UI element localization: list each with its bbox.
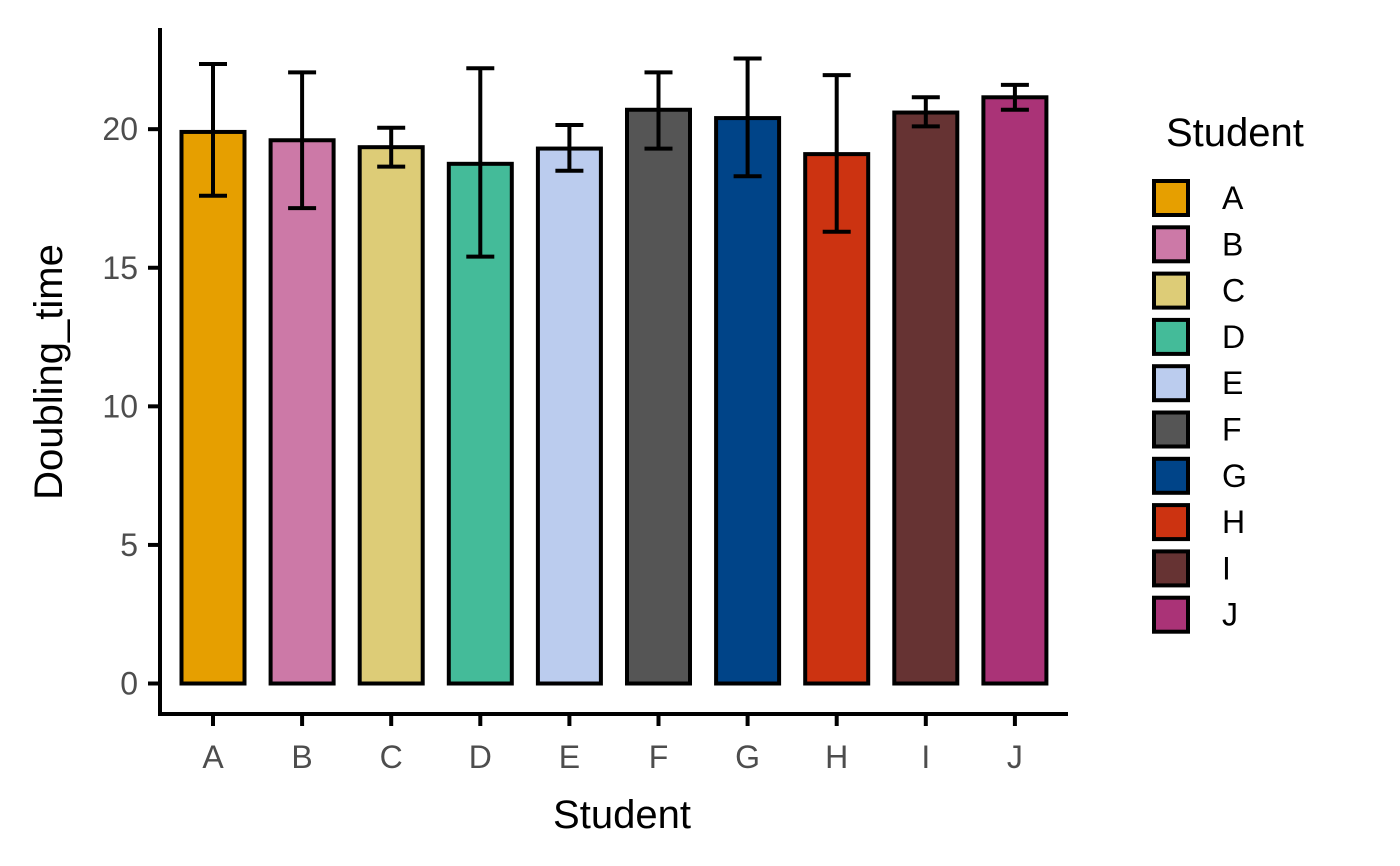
y-tick-label: 5 bbox=[120, 527, 138, 563]
legend-label: A bbox=[1222, 180, 1244, 216]
bar-A bbox=[179, 129, 247, 686]
legend-swatch bbox=[1152, 317, 1190, 356]
legend-label: J bbox=[1222, 597, 1238, 633]
bars bbox=[179, 95, 1049, 686]
x-tick-label: H bbox=[825, 739, 848, 775]
error-bar-A bbox=[199, 62, 227, 198]
legend-label: F bbox=[1222, 412, 1242, 448]
x-tick-label: I bbox=[921, 739, 930, 775]
legend-item-H: H bbox=[1152, 503, 1245, 542]
legend-swatch bbox=[1152, 364, 1190, 403]
y-tick-label: 0 bbox=[120, 666, 138, 702]
legend-swatch bbox=[1152, 225, 1190, 264]
y-tick-label: 10 bbox=[102, 388, 138, 424]
x-tick-label: C bbox=[380, 739, 403, 775]
legend-item-A: A bbox=[1152, 179, 1244, 217]
error-bar-C bbox=[377, 125, 406, 169]
x-tick-label: G bbox=[735, 739, 760, 775]
legend-label: D bbox=[1222, 319, 1245, 355]
bar-E bbox=[535, 146, 603, 686]
x-tick-label: B bbox=[291, 739, 312, 775]
legend-title: Student bbox=[1166, 111, 1304, 155]
legend-swatch bbox=[1152, 549, 1190, 588]
bar-I bbox=[892, 110, 960, 686]
legend-swatch bbox=[1152, 456, 1190, 495]
legend-item-B: B bbox=[1152, 225, 1243, 264]
legend-label: E bbox=[1222, 365, 1243, 401]
legend-label: I bbox=[1222, 550, 1231, 586]
legend-label: B bbox=[1222, 226, 1243, 262]
y-axis-title: Doubling_time bbox=[27, 244, 71, 500]
x-tick-label: D bbox=[469, 739, 492, 775]
x-tick-label: A bbox=[202, 739, 224, 775]
legend-swatch bbox=[1152, 595, 1190, 634]
error-bar-F bbox=[644, 70, 673, 151]
y-axis-ticks: 0 5 10 15 20 bbox=[102, 111, 160, 702]
x-axis-title: Student bbox=[553, 793, 691, 837]
error-bar-B bbox=[288, 70, 317, 211]
error-bar-E bbox=[555, 123, 584, 173]
error-bar-J bbox=[1000, 82, 1029, 112]
bar-J bbox=[981, 95, 1049, 686]
legend-item-E: E bbox=[1152, 364, 1243, 403]
bar-H bbox=[803, 152, 871, 686]
bar-G bbox=[714, 116, 782, 686]
bar-C bbox=[357, 145, 425, 686]
bar-B bbox=[268, 138, 336, 686]
legend-label: G bbox=[1222, 458, 1247, 494]
x-tick-label: J bbox=[1007, 739, 1023, 775]
x-axis-ticks: A B C D E F G H I J bbox=[202, 714, 1023, 775]
error-bar-G bbox=[733, 56, 762, 179]
error-bar-H bbox=[822, 73, 851, 234]
y-tick-label: 15 bbox=[102, 250, 138, 286]
legend-item-D: D bbox=[1152, 317, 1245, 356]
legend-item-F: F bbox=[1152, 410, 1242, 449]
legend-item-J: J bbox=[1152, 595, 1238, 634]
error-bars bbox=[199, 56, 1029, 259]
legend-label: C bbox=[1222, 273, 1245, 309]
y-tick-label: 20 bbox=[102, 111, 138, 147]
x-tick-label: F bbox=[649, 739, 669, 775]
legend-swatch bbox=[1152, 503, 1190, 542]
legend-label: H bbox=[1222, 504, 1245, 540]
legend-item-I: I bbox=[1152, 549, 1231, 588]
legend-item-C: C bbox=[1152, 271, 1245, 310]
error-bar-D bbox=[466, 66, 495, 259]
legend-swatch bbox=[1152, 179, 1190, 217]
legend-swatch bbox=[1152, 410, 1190, 449]
bar-F bbox=[625, 107, 692, 686]
legend-item-G: G bbox=[1152, 456, 1247, 495]
legend-swatch bbox=[1152, 271, 1190, 310]
x-tick-label: E bbox=[559, 739, 580, 775]
error-bar-I bbox=[911, 95, 940, 129]
